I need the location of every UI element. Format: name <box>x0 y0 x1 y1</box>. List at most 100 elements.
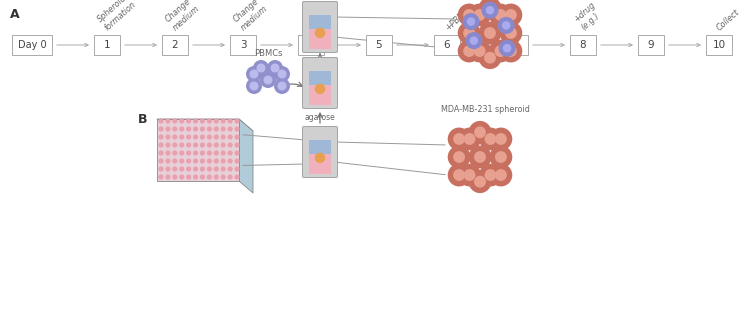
Circle shape <box>448 164 470 187</box>
Circle shape <box>159 118 163 124</box>
Circle shape <box>505 45 517 57</box>
Circle shape <box>479 128 502 150</box>
Circle shape <box>489 128 513 150</box>
Circle shape <box>166 118 171 124</box>
Circle shape <box>172 118 178 124</box>
Circle shape <box>463 27 475 39</box>
Circle shape <box>179 134 184 140</box>
Circle shape <box>274 66 290 82</box>
Text: +drug
(e.g.): +drug (e.g.) <box>572 1 604 32</box>
Circle shape <box>457 21 481 45</box>
Circle shape <box>200 134 205 140</box>
Circle shape <box>457 40 481 62</box>
Circle shape <box>200 118 205 124</box>
Circle shape <box>469 121 491 144</box>
Circle shape <box>479 164 502 187</box>
FancyBboxPatch shape <box>302 127 337 178</box>
FancyBboxPatch shape <box>570 35 596 55</box>
Text: MDA-MB-231 spheroid: MDA-MB-231 spheroid <box>441 105 529 114</box>
Circle shape <box>214 158 219 163</box>
Circle shape <box>489 164 513 187</box>
Circle shape <box>463 9 475 21</box>
Circle shape <box>172 134 178 140</box>
Circle shape <box>494 9 507 21</box>
Circle shape <box>159 142 163 148</box>
Circle shape <box>474 126 486 138</box>
Circle shape <box>246 66 262 82</box>
Text: Day 0: Day 0 <box>17 40 46 50</box>
Circle shape <box>193 158 198 163</box>
Circle shape <box>179 126 184 132</box>
Circle shape <box>200 166 205 172</box>
Circle shape <box>453 169 465 181</box>
FancyBboxPatch shape <box>434 35 460 55</box>
Circle shape <box>193 118 198 124</box>
Circle shape <box>172 175 178 180</box>
Circle shape <box>206 175 212 180</box>
Polygon shape <box>157 119 253 131</box>
Circle shape <box>221 134 226 140</box>
Text: 4: 4 <box>308 40 314 50</box>
Circle shape <box>469 36 478 45</box>
Circle shape <box>468 4 491 26</box>
Circle shape <box>473 9 485 21</box>
Circle shape <box>448 146 470 169</box>
Circle shape <box>249 69 259 78</box>
Circle shape <box>246 78 262 94</box>
Circle shape <box>200 158 205 163</box>
Circle shape <box>221 150 226 155</box>
Circle shape <box>498 40 516 57</box>
FancyBboxPatch shape <box>309 29 331 49</box>
Circle shape <box>474 176 486 188</box>
Circle shape <box>505 27 517 39</box>
Circle shape <box>228 142 233 148</box>
Circle shape <box>457 4 481 26</box>
Circle shape <box>315 28 324 37</box>
Circle shape <box>193 175 198 180</box>
Circle shape <box>274 78 290 94</box>
Circle shape <box>482 2 498 19</box>
Circle shape <box>315 84 324 93</box>
Circle shape <box>479 0 501 20</box>
Circle shape <box>234 134 240 140</box>
Circle shape <box>166 126 171 132</box>
FancyBboxPatch shape <box>309 154 331 174</box>
Circle shape <box>221 126 226 132</box>
FancyBboxPatch shape <box>230 35 256 55</box>
Circle shape <box>484 27 496 39</box>
Circle shape <box>458 128 481 150</box>
Circle shape <box>214 166 219 172</box>
Text: 5: 5 <box>376 40 383 50</box>
Circle shape <box>221 175 226 180</box>
Circle shape <box>463 169 476 181</box>
Text: Collect: Collect <box>715 7 742 32</box>
Circle shape <box>315 153 324 162</box>
Circle shape <box>193 150 198 155</box>
Circle shape <box>166 158 171 163</box>
Text: 7: 7 <box>512 40 519 50</box>
Circle shape <box>179 142 184 148</box>
Circle shape <box>214 134 219 140</box>
Circle shape <box>463 13 479 30</box>
Circle shape <box>221 118 226 124</box>
Circle shape <box>228 134 233 140</box>
Circle shape <box>474 151 486 163</box>
Circle shape <box>495 133 507 145</box>
Circle shape <box>448 128 470 150</box>
Circle shape <box>260 72 276 88</box>
Circle shape <box>228 118 233 124</box>
FancyBboxPatch shape <box>298 35 324 55</box>
Circle shape <box>249 81 259 90</box>
FancyBboxPatch shape <box>309 71 331 85</box>
Circle shape <box>166 134 171 140</box>
Text: A: A <box>10 8 20 21</box>
Circle shape <box>234 175 240 180</box>
Circle shape <box>186 126 191 132</box>
FancyBboxPatch shape <box>12 35 52 55</box>
Circle shape <box>473 45 485 57</box>
Text: 3: 3 <box>240 40 246 50</box>
Circle shape <box>193 126 198 132</box>
Circle shape <box>186 175 191 180</box>
Circle shape <box>463 45 475 57</box>
Circle shape <box>485 169 497 181</box>
